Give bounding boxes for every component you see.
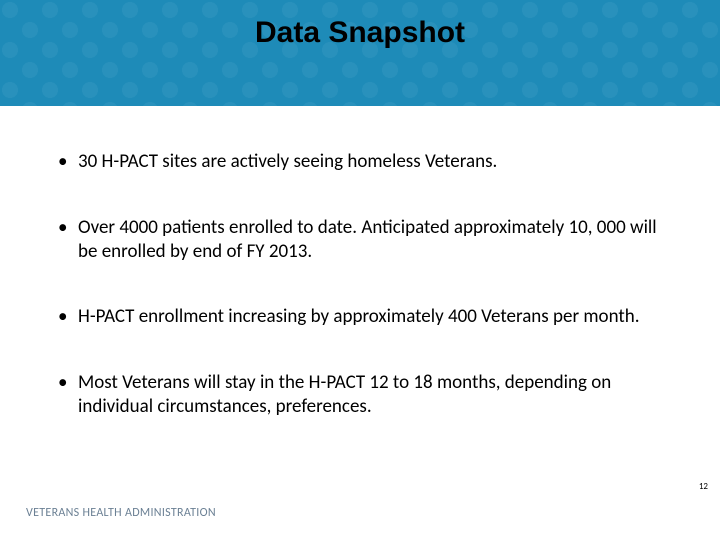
page-number: 12 (699, 481, 708, 492)
bullet-item: Most Veterans will stay in the H-PACT 12… (48, 371, 672, 419)
slide-title: Data Snapshot (255, 16, 465, 50)
bullet-item: 30 H-PACT sites are actively seeing home… (48, 150, 672, 174)
content-area: 30 H-PACT sites are actively seeing home… (0, 106, 720, 419)
bullet-item: Over 4000 patients enrolled to date. Ant… (48, 216, 672, 264)
footer-label: VETERANS HEALTH ADMINISTRATION (26, 506, 216, 520)
bullet-item: H-PACT enrollment increasing by approxim… (48, 305, 672, 329)
header-band: Data Snapshot (0, 0, 720, 106)
bullet-list: 30 H-PACT sites are actively seeing home… (48, 150, 672, 419)
